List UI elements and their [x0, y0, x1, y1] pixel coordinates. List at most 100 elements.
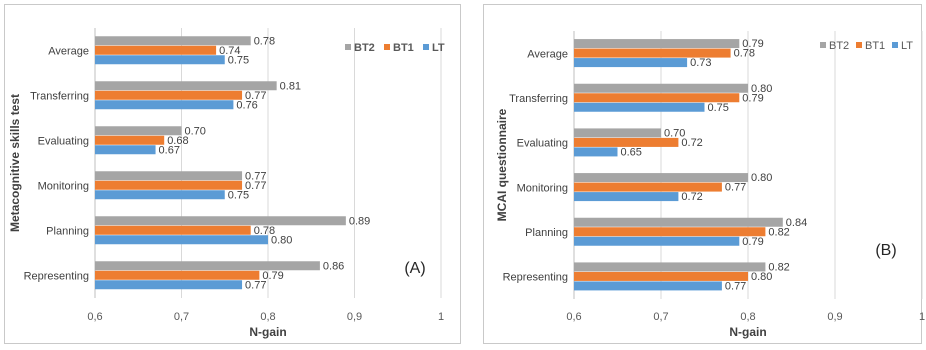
bar-bt1 [95, 90, 243, 100]
legend-swatch-bt1 [384, 44, 390, 50]
data-label: 0.79 [742, 236, 763, 248]
bar-bt1 [95, 45, 217, 55]
data-label: 0.79 [742, 38, 763, 50]
bar-bt2 [574, 262, 766, 272]
bar-lt [574, 147, 618, 157]
bar-bt2 [574, 128, 661, 138]
data-label: 0.84 [786, 217, 807, 229]
x-tick-label: 1 [919, 311, 925, 323]
x-tick-label: 0,7 [653, 311, 668, 323]
legend-swatch-lt [892, 42, 898, 48]
data-label: 0.68 [167, 135, 188, 147]
bar-bt1 [574, 48, 731, 58]
category-label: Representing [24, 271, 89, 283]
bar-bt2 [574, 173, 748, 183]
data-label: 0.79 [742, 92, 763, 104]
data-label: 0.72 [681, 137, 702, 149]
panel-label: (B) [875, 242, 896, 259]
bar-bt1 [574, 93, 740, 103]
x-tick-label: 0,7 [174, 311, 189, 323]
data-label: 0.70 [185, 125, 206, 137]
legend-swatch-bt1 [856, 42, 862, 48]
legend-swatch-bt2 [345, 44, 351, 50]
category-label: Average [48, 46, 89, 58]
bar-lt [574, 102, 705, 112]
bar-lt [95, 190, 225, 200]
bar-bt2 [95, 216, 346, 226]
data-label: 0.80 [271, 234, 292, 246]
data-label: 0.77 [725, 182, 746, 194]
x-tick-label: 0,6 [87, 311, 102, 323]
category-label: Monitoring [517, 182, 568, 194]
x-tick-label: 0,6 [566, 311, 581, 323]
legend-label-bt1: BT1 [393, 42, 414, 54]
legend-label-bt2: BT2 [829, 40, 849, 52]
bar-lt [574, 236, 740, 246]
x-axis-title: N-gain [249, 325, 286, 339]
legend-label-bt1: BT1 [865, 40, 885, 52]
bar-lt [95, 280, 243, 290]
data-label: 0.72 [681, 191, 702, 203]
bar-bt1 [574, 271, 748, 281]
data-label: 0.78 [254, 35, 275, 47]
bar-bt1 [95, 270, 260, 280]
data-label: 0.79 [262, 270, 283, 282]
chart-panel-b: 0,6 0,7 0,8 0,9 1 Average 0.79 0.78 0.73 Transfer… [483, 4, 925, 344]
data-label: 0.77 [725, 280, 746, 292]
legend-label-bt2: BT2 [354, 42, 375, 54]
data-label: 0.77 [245, 90, 266, 102]
y-axis-title: Metacognitive skills test [8, 94, 22, 232]
data-label: 0.77 [245, 279, 266, 291]
bar-bt2 [574, 39, 740, 49]
data-label: 0.75 [708, 102, 729, 114]
data-label: 0.80 [751, 271, 772, 283]
x-axis-title: N-gain [729, 325, 766, 339]
bar-lt [95, 100, 234, 110]
data-label: 0.81 [280, 80, 301, 92]
bar-bt2 [574, 83, 748, 93]
data-label: 0.77 [245, 170, 266, 182]
data-label: 0.78 [254, 225, 275, 237]
bar-lt [574, 281, 722, 291]
category-label: Planning [46, 226, 89, 238]
data-label: 0.77 [245, 180, 266, 192]
metacognitive-skills-chart: 0,6 0,7 0,8 0,9 1 Average 0.78 0.740.75 Transfer… [8, 28, 445, 339]
data-label: 0.82 [768, 261, 789, 273]
bar-bt2 [95, 81, 277, 91]
legend-label-lt: LT [901, 40, 913, 52]
data-label: 0.73 [690, 57, 711, 69]
bar-lt [95, 145, 156, 155]
x-tick-label: 0,9 [347, 311, 362, 323]
x-tick-label: 0,9 [827, 311, 842, 323]
bar-bt1 [95, 180, 243, 190]
category-label: Average [527, 48, 568, 60]
data-label: 0.80 [751, 83, 772, 95]
category-label: Monitoring [38, 181, 89, 193]
category-label: Representing [503, 272, 568, 284]
data-label: 0.80 [751, 172, 772, 184]
chart-panel-a: 0,6 0,7 0,8 0,9 1 Average 0.78 0.74 0.75 Transfer… [4, 4, 461, 344]
data-label: 0.89 [349, 215, 370, 227]
bar-bt2 [95, 171, 243, 181]
data-label: 0.82 [768, 226, 789, 238]
bar-bt1 [574, 227, 766, 237]
bar-bt1 [574, 182, 722, 192]
data-label: 0.65 [621, 146, 642, 158]
bar-bt2 [95, 36, 251, 46]
y-axis-title: MCAI questionnaire [495, 108, 509, 221]
data-label: 0.74 [219, 45, 240, 57]
legend-label-lt: LT [432, 42, 445, 54]
bar-bt1 [574, 137, 679, 147]
x-tick-label: 0,8 [260, 311, 275, 323]
bar-lt [574, 192, 679, 202]
x-tick-label: 0,8 [740, 311, 755, 323]
category-label: Planning [525, 227, 568, 239]
bar-bt2 [95, 126, 182, 136]
bar-bt1 [95, 135, 165, 145]
data-label: 0.76 [236, 99, 257, 111]
category-label: Transferring [509, 93, 568, 105]
category-label: Transferring [30, 91, 89, 103]
x-tick-label: 1 [438, 311, 444, 323]
legend-swatch-lt [423, 44, 429, 50]
data-label: 0.75 [228, 54, 249, 66]
